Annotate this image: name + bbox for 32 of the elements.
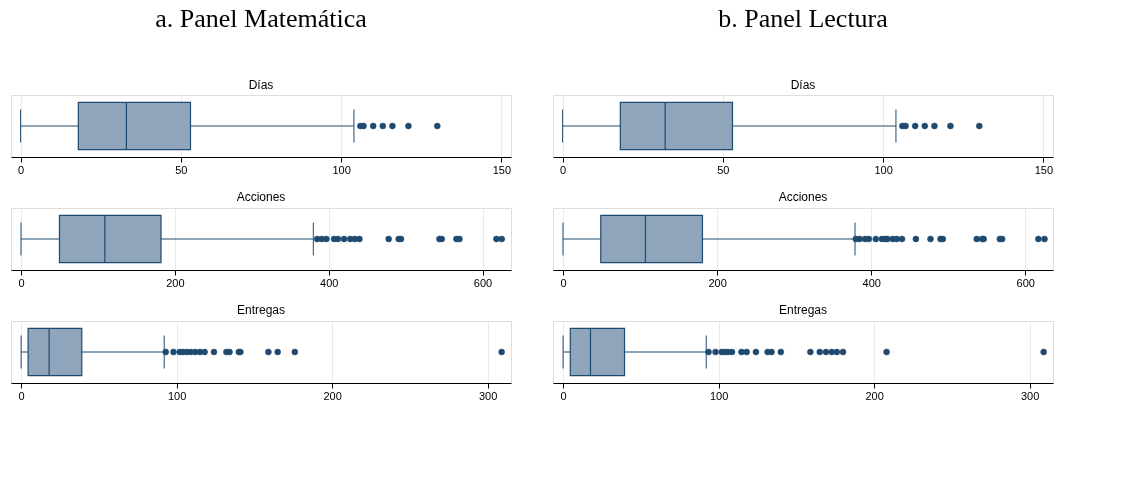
x-tick-label: 400 (862, 276, 881, 289)
chart-title: Acciones (236, 190, 286, 204)
chart-subtitle: Días (790, 78, 816, 92)
x-tick-label: 0 (560, 163, 567, 176)
x-tick-label: 100 (332, 163, 351, 176)
x-tick-label: 50 (175, 163, 188, 176)
x-tick-label: 100 (874, 163, 893, 176)
x-tick-label: 0 (560, 389, 567, 402)
x-tick-label: 150 (1034, 163, 1054, 176)
x-tick-label: 0 (18, 276, 25, 289)
x-tick-label: 0 (18, 389, 25, 402)
x-tick-label: 100 (709, 389, 729, 402)
x-tick-label: 0 (18, 163, 25, 176)
x-tick-label: 200 (708, 276, 727, 289)
chart-title: Acciones (778, 190, 828, 204)
x-tick-label: 200 (166, 276, 185, 289)
x-tick-label: 100 (167, 389, 187, 402)
x-tick-label: 50 (717, 163, 730, 176)
x-tick-label: 400 (320, 276, 339, 289)
chart-title: a. Panel Matemática (155, 4, 368, 33)
x-tick-label: 200 (865, 389, 884, 402)
chart-title: b. Panel Lectura (718, 4, 889, 33)
x-tick-label: 0 (560, 276, 567, 289)
x-tick-label: 150 (492, 163, 512, 176)
x-tick-label: 300 (478, 389, 498, 402)
chart-subtitle: Días (248, 78, 274, 92)
x-tick-label: 600 (1016, 276, 1035, 289)
chart-title: Entregas (236, 303, 286, 317)
x-tick-label: 200 (323, 389, 342, 402)
x-tick-label: 600 (473, 276, 493, 289)
chart-title: Entregas (778, 303, 828, 317)
x-tick-label: 300 (1020, 389, 1040, 402)
